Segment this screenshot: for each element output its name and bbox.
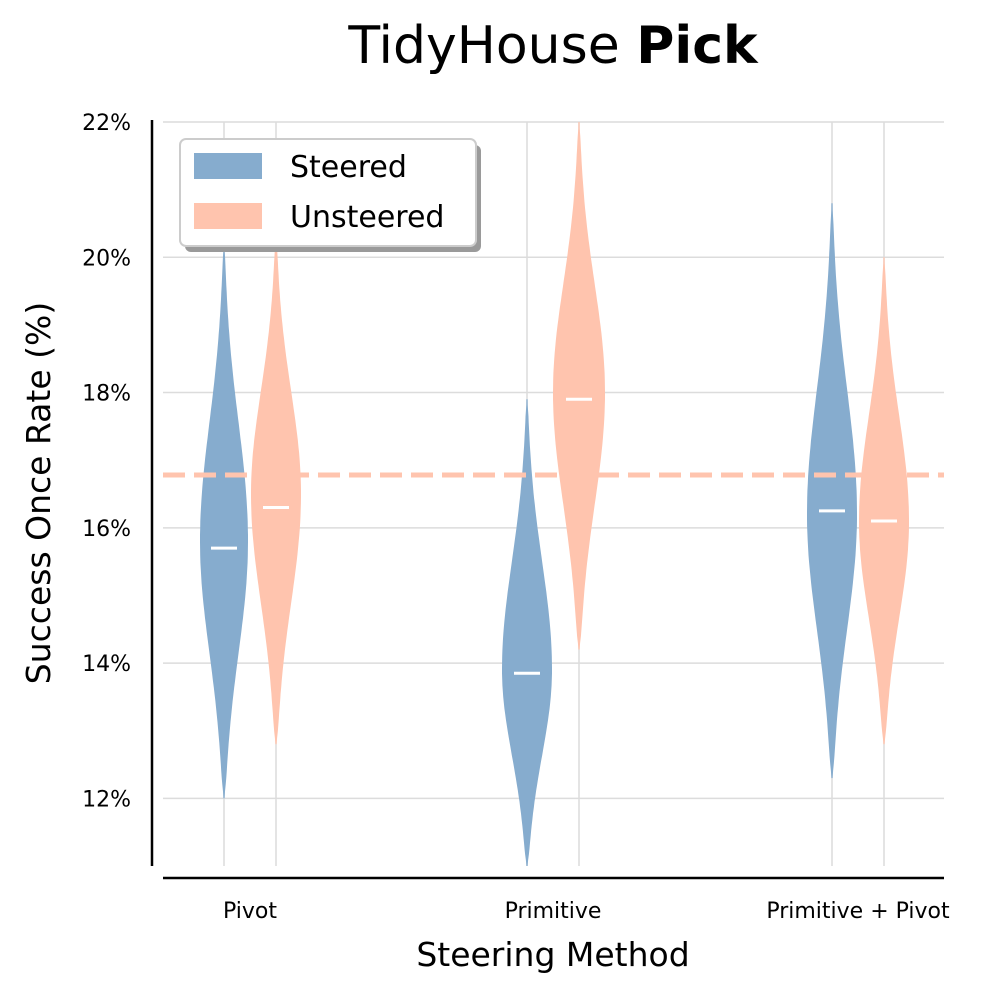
x-tick-label-0: Pivot xyxy=(223,899,277,924)
legend-label-unsteered: Unsteered xyxy=(290,200,444,235)
y-tick-label-12: 12% xyxy=(82,787,131,812)
y-tick-label-14: 14% xyxy=(82,652,131,677)
violin-steered-1 xyxy=(502,399,552,866)
legend-label-steered: Steered xyxy=(290,150,407,185)
violin-unsteered-0 xyxy=(251,237,301,745)
y-tick-label-20: 20% xyxy=(82,246,131,271)
y-tick-label-18: 18% xyxy=(82,382,131,407)
legend-swatch-steered xyxy=(194,153,262,179)
x-tick-labels: Pivot Primitive Primitive + Pivot xyxy=(223,899,950,924)
chart-title-plain: TidyHouse xyxy=(347,16,619,76)
x-tick-label-1: Primitive xyxy=(505,899,602,924)
violin-layer xyxy=(200,122,909,866)
x-axis-label: Steering Method xyxy=(416,935,689,974)
y-tick-labels: 12% 14% 16% 18% 20% 22% xyxy=(82,111,131,812)
median-layer xyxy=(211,397,897,675)
chart-title-bold: Pick xyxy=(636,16,759,76)
y-axis-label: Success Once Rate (%) xyxy=(19,302,58,684)
x-tick-label-2: Primitive + Pivot xyxy=(766,899,950,924)
violin-steered-2 xyxy=(807,203,857,779)
y-tick-label-16: 16% xyxy=(82,517,131,542)
violin-steered-0 xyxy=(200,243,248,799)
legend: Steered Unsteered xyxy=(179,138,477,247)
chart-title: TidyHouse Pick xyxy=(347,16,759,76)
y-tick-label-22: 22% xyxy=(82,111,131,136)
violin-unsteered-1 xyxy=(553,122,605,650)
legend-swatch-unsteered xyxy=(194,203,262,229)
violin-unsteered-2 xyxy=(859,257,909,745)
